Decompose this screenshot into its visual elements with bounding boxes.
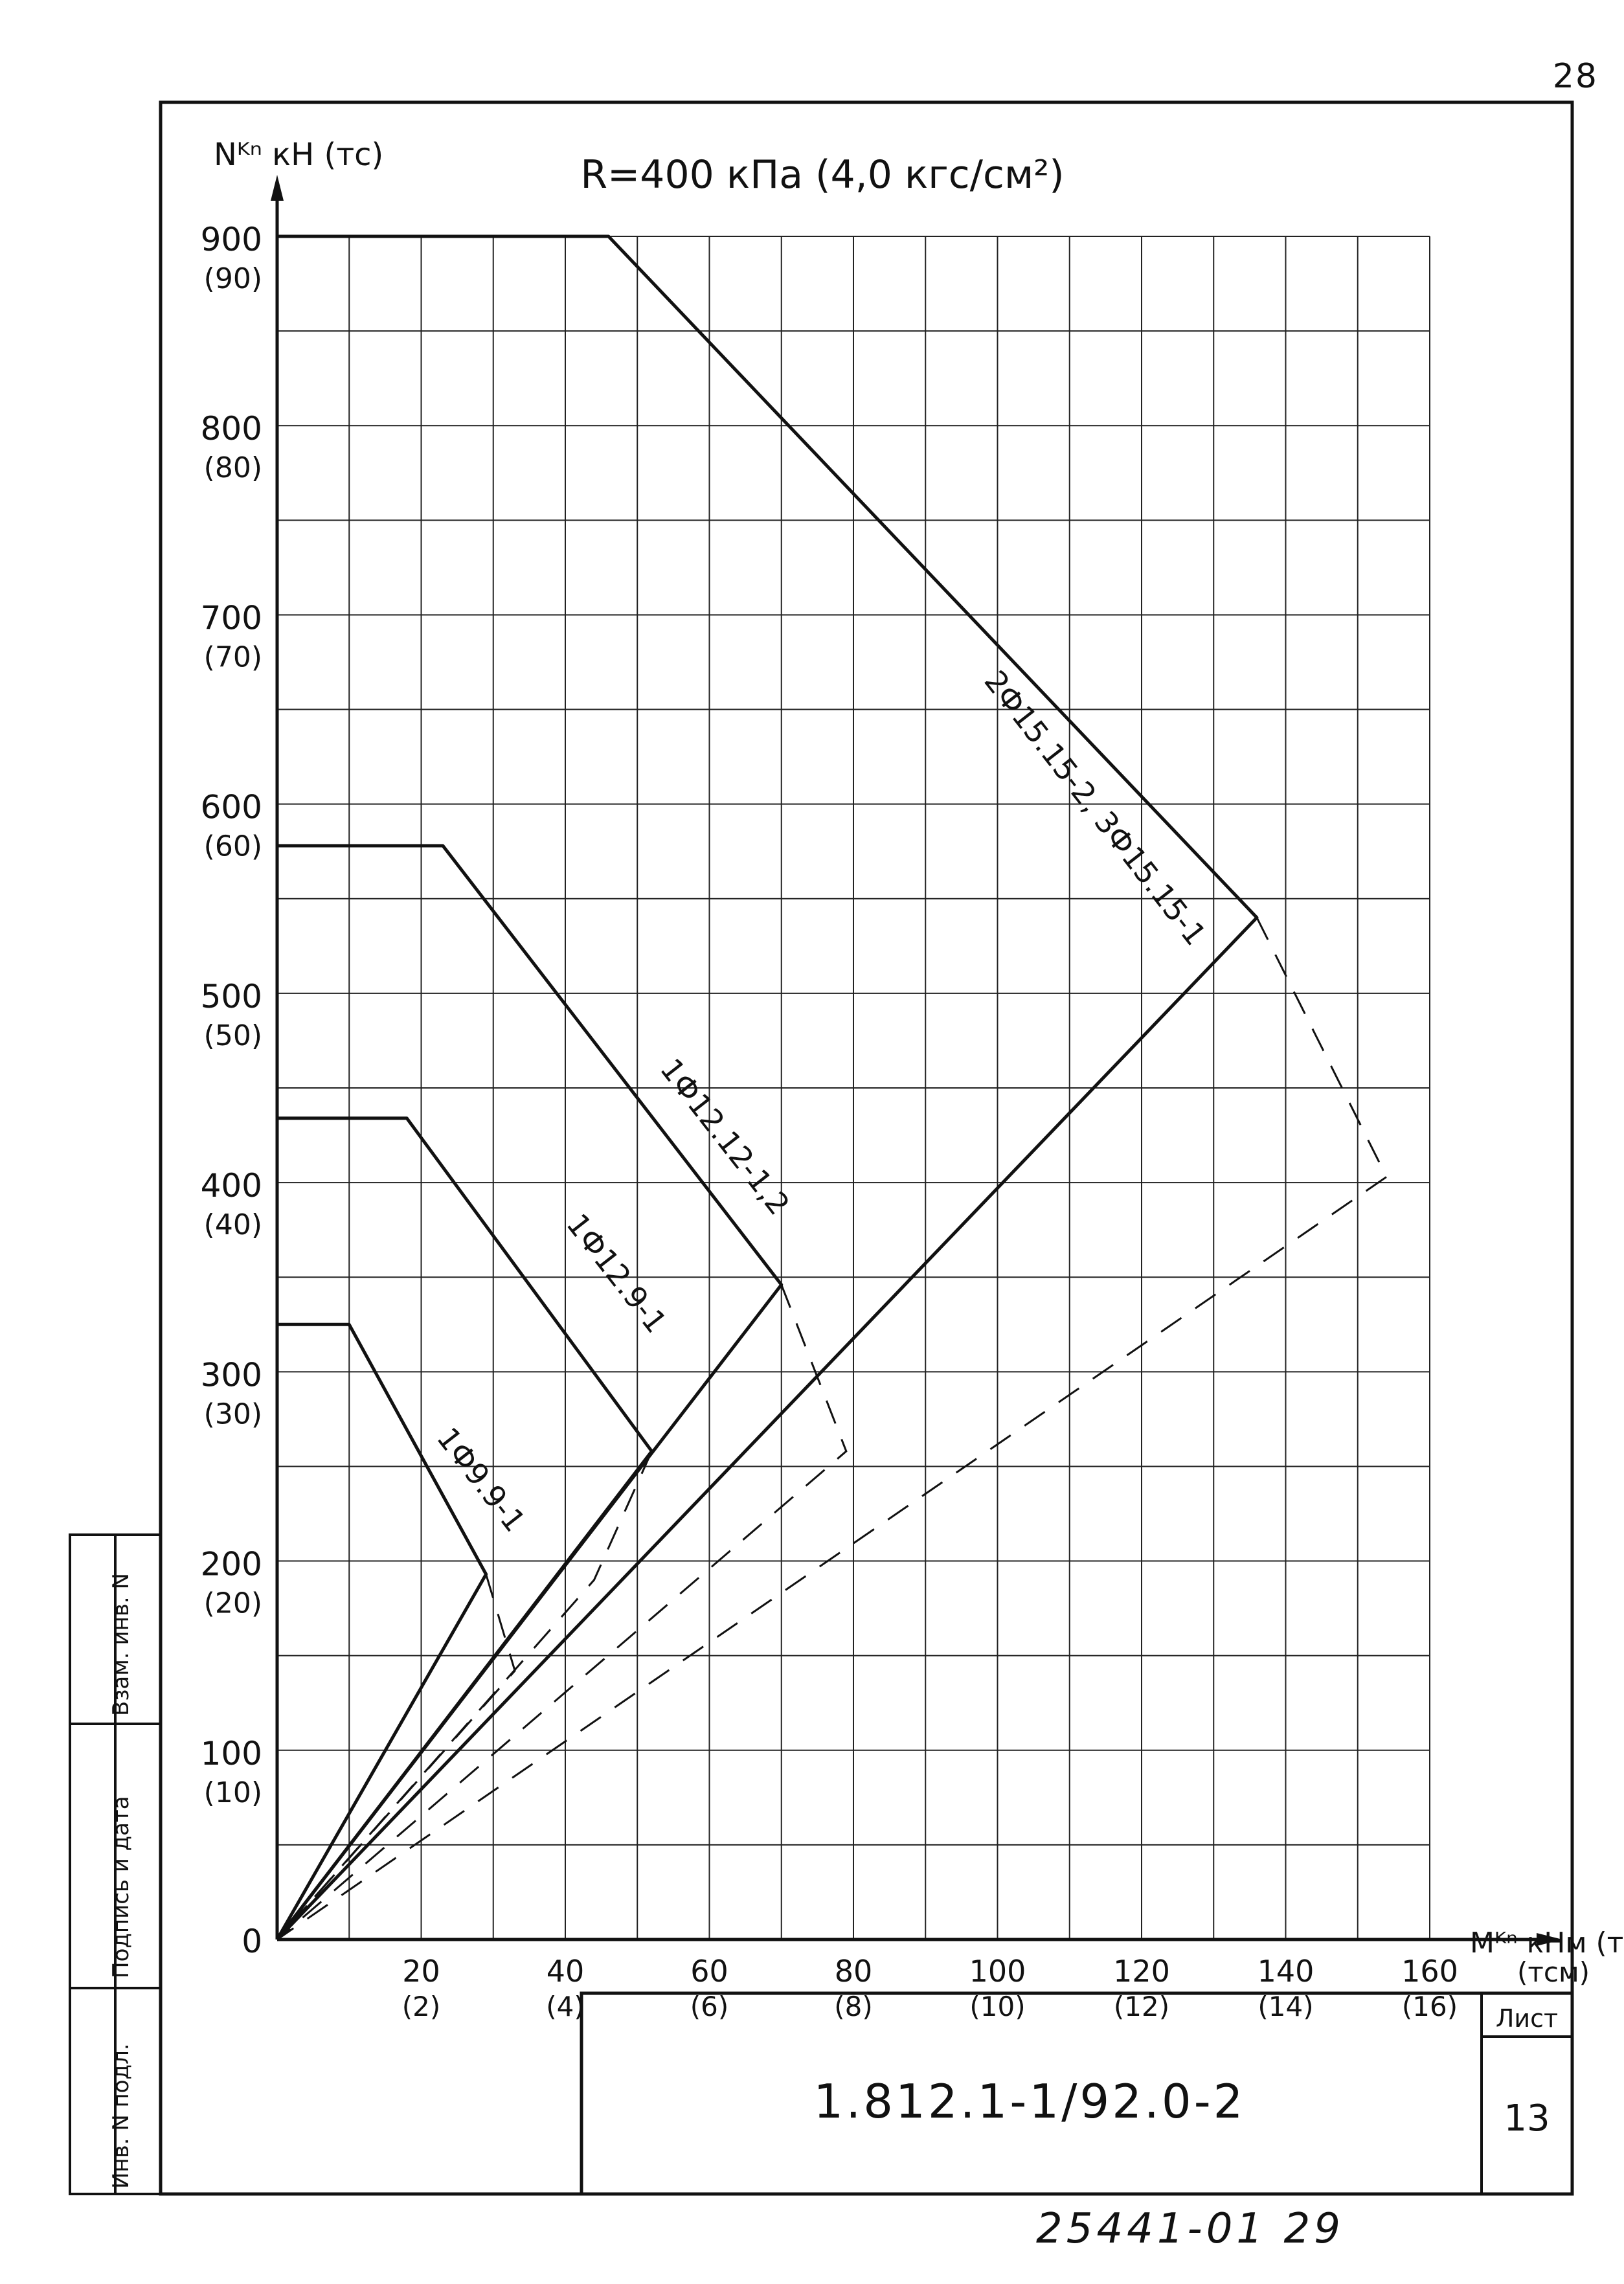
series-label-3: 1Ф12.12-1,2 [653,1052,796,1221]
y-tick-sublabel: (80) [204,451,262,484]
x-tick-label: 100 [969,1954,1026,1989]
title-block-sheet-label: Лист [1496,2004,1558,2033]
series-dashed-line-1 [276,1574,516,1940]
bottom-code: 25441-01 29 [1036,2205,1344,2253]
series-solid-line-3 [276,844,784,1941]
y-tick-sublabel: (10) [204,1776,262,1809]
y-tick-label: 100 [201,1735,262,1772]
x-tick-sublabel: (12) [1114,1991,1169,2022]
title-block: 1.812.1-1/92.0-2 Лист 13 [580,1991,1574,2196]
series-dashed-line-3 [276,1284,848,1941]
y-tick-label: 200 [201,1546,262,1583]
y-tick-label: 600 [201,789,262,826]
title-block-code: 1.812.1-1/92.0-2 [814,2074,1246,2129]
y-tick-label: 0 [242,1923,262,1960]
side-stamp-text-top: Взам. инв. N [108,1573,134,1716]
y-tick-sublabel: (30) [204,1397,262,1430]
chart-tick-labels: 0100(10)200(20)300(30)400(40)500(50)600(… [201,221,1590,2022]
x-tick-label: 40 [547,1954,585,1989]
x-tick-sublabel: (16) [1402,1991,1458,2022]
side-stamp-col2 [69,1533,117,2195]
y-tick-sublabel: (70) [204,640,262,673]
series-label-1: 1Ф9.9-1 [430,1421,532,1538]
title-block-sheet-value: 13 [1504,2097,1550,2140]
x-tick-label: 20 [402,1954,440,1989]
y-tick-sublabel: (50) [204,1019,262,1052]
series-dashed-line-2 [276,1451,653,1940]
series-label-2: 1Ф12.9-1 [559,1207,673,1339]
x-tick-label: 120 [1113,1954,1170,1989]
y-tick-label: 300 [201,1356,262,1394]
chart-title: R=400 кПа (4,0 кгс/см²) [580,152,1064,198]
y-tick-label: 800 [201,410,262,447]
y-axis-label: Nᴷⁿ кН (тс) [214,137,383,173]
y-tick-label: 400 [201,1167,262,1204]
x-unit-label: (тсм) [1517,1956,1590,1988]
side-stamp-text-bot: Инв. N подл. [108,2043,134,2189]
x-tick-sublabel: (10) [969,1991,1025,2022]
x-tick-sublabel: (8) [834,1991,873,2022]
y-tick-label: 900 [201,221,262,258]
side-stamp: Взам. инв. N Подпись и дата Инв. N подл. [69,1533,162,2195]
series-solid-line-1 [275,1322,488,1941]
y-axis-arrow [271,175,284,201]
y-tick-sublabel: (20) [204,1587,262,1620]
title-block-frame [580,1991,1574,2196]
x-tick-label: 60 [690,1954,728,1989]
x-tick-label: 80 [835,1954,873,1989]
x-tick-sublabel: (2) [402,1991,441,2022]
series-solid-line-4 [276,234,1259,1941]
x-axis-arrow [1537,1933,1562,1946]
series-label-4: 2Ф15.15-2, 3Ф15.15-1 [978,664,1213,952]
sheet-frame [159,100,1574,2196]
x-tick-sublabel: (6) [690,1991,729,2022]
x-tick-sublabel: (14) [1257,1991,1313,2022]
x-axis-label: Mᴷⁿ кНм (тсм) [1470,1927,1624,1960]
y-tick-sublabel: (40) [204,1208,262,1241]
chart-axes [271,175,1562,1946]
x-tick-label: 140 [1257,1954,1314,1989]
x-tick-label: 160 [1401,1954,1458,1989]
x-tick-sublabel: (4) [546,1991,585,2022]
chart: 0100(10)200(20)300(30)400(40)500(50)600(… [201,137,1624,2022]
y-tick-sublabel: (60) [204,830,262,863]
y-tick-label: 500 [201,978,262,1015]
y-tick-label: 700 [201,599,262,637]
side-stamp-text-mid: Подпись и дата [108,1796,134,1978]
y-tick-sublabel: (90) [204,262,262,295]
series-dashed-line-4 [276,917,1388,1941]
sheet-number: 28 [1552,57,1598,96]
